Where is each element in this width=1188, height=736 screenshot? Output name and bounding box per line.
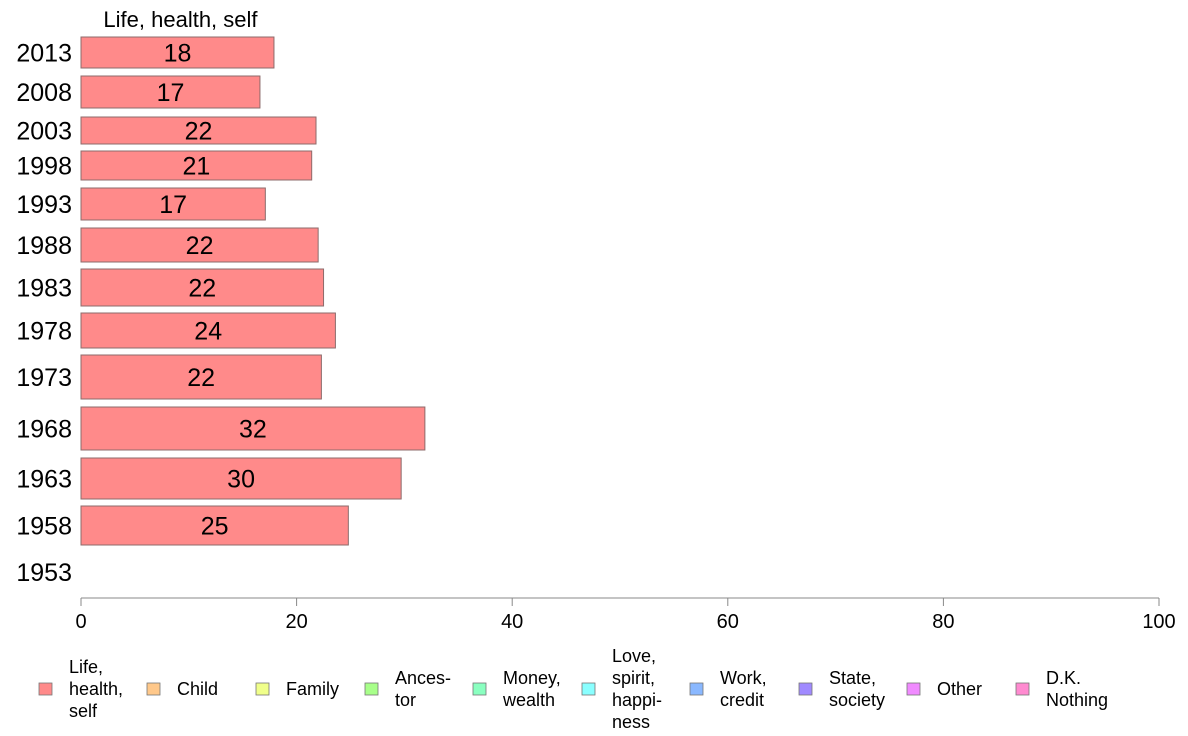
legend-swatch-3: [364, 682, 379, 696]
bar-value-label-2003: 22: [185, 118, 213, 146]
legend-label-8: Other: [937, 679, 982, 699]
y-tick-label-1993: 1993: [16, 191, 72, 219]
y-tick-label-1998: 1998: [16, 153, 72, 181]
bar-2008-series-0: [80, 75, 261, 109]
series-header: Life, health, self: [103, 7, 258, 32]
bar-value-label-1983: 22: [188, 275, 216, 303]
legend-label-4: Money, wealth: [502, 668, 561, 710]
bar-value-label-1968: 32: [239, 416, 267, 444]
legend-label-5: Love, spirit, happi-ness: [612, 646, 662, 732]
x-axis: 0 20 40 60 80 100: [75, 597, 1176, 633]
bar-value-label-1963: 30: [227, 466, 255, 494]
y-tick-label-2008: 2008: [16, 79, 72, 107]
y-tick-label-2013: 2013: [16, 40, 72, 68]
y-tick-label-1973: 1973: [16, 364, 72, 392]
y-tick-label-1963: 1963: [16, 466, 72, 494]
bar-1963-series-0: [80, 457, 402, 500]
bar-value-label-1993: 17: [159, 191, 187, 219]
y-axis-labels: 2013 2008 2003 1998 1993 1988 1983 1978 1973 1968…: [16, 40, 72, 588]
bar-value-label-1998: 21: [182, 153, 210, 181]
x-tick-label-80: 80: [932, 611, 954, 633]
y-tick-label-1968: 1968: [16, 416, 72, 444]
legend-swatch-9: [1015, 682, 1030, 696]
bar-value-label-2013: 18: [164, 40, 192, 68]
legend-swatch-4: [472, 682, 487, 696]
bar-1993-series-0: [80, 187, 266, 221]
bar-1978-series-0: [80, 312, 336, 349]
legend-swatch-8: [906, 682, 921, 696]
x-tick-label-20: 20: [285, 611, 307, 633]
y-tick-label-1988: 1988: [16, 232, 72, 260]
legend: Life, health, self Child Family Ances-tor Mone…: [38, 646, 1108, 732]
bar-1958-series-0: [80, 505, 349, 546]
legend-label-0: Life, health, self: [69, 657, 123, 721]
x-tick-label-60: 60: [717, 611, 739, 633]
x-tick-label-100: 100: [1142, 611, 1175, 633]
legend-swatch-5: [581, 682, 596, 696]
y-tick-label-1983: 1983: [16, 275, 72, 303]
y-tick-label-2003: 2003: [16, 118, 72, 146]
legend-label-9: D.K. Nothing: [1046, 668, 1108, 710]
legend-label-2: Family: [286, 679, 339, 699]
y-tick-label-1953: 1953: [16, 559, 72, 587]
bar-value-label-1973: 22: [187, 364, 215, 392]
bar-value-label-1988: 22: [186, 232, 214, 260]
bar-value-label-1958: 25: [201, 513, 229, 541]
bar-1988-series-0: [80, 227, 319, 263]
bar-1973-series-0: [80, 354, 322, 400]
legend-label-3: Ances-tor: [395, 668, 451, 710]
legend-swatch-7: [798, 682, 813, 696]
bar-1983-series-0: [80, 268, 325, 307]
legend-swatch-1: [146, 682, 161, 696]
series-header-label: Life, health, self: [103, 7, 258, 32]
bar-2003-series-0: [80, 116, 317, 145]
bar-value-label-2008: 17: [157, 79, 185, 107]
bar-1998-series-0: [80, 150, 313, 181]
legend-label-1: Child: [177, 679, 218, 699]
legend-label-6: Work, credit: [720, 668, 767, 710]
y-tick-label-1958: 1958: [16, 513, 72, 541]
legend-label-7: State, society: [829, 668, 885, 710]
legend-swatch-2: [255, 682, 270, 696]
legend-swatch-6: [689, 682, 704, 696]
y-tick-label-1978: 1978: [16, 318, 72, 346]
bar-layer: [80, 36, 426, 546]
bar-1968-series-0: [80, 406, 426, 451]
legend-swatch-0: [38, 682, 53, 696]
x-tick-label-40: 40: [501, 611, 523, 633]
bar-value-label-1978: 24: [194, 318, 222, 346]
x-tick-label-0: 0: [75, 611, 86, 633]
bar-2013-series-0: [80, 36, 275, 69]
